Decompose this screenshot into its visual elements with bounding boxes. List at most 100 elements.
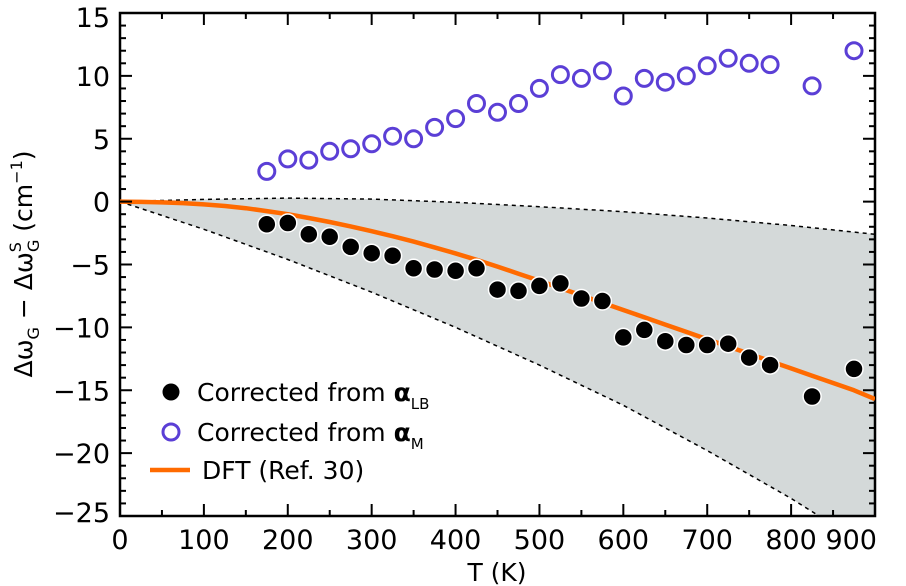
point-m: [278, 149, 298, 169]
y-axis-title: ΔωG − ΔωSG (cm−1): [6, 150, 43, 377]
point-lb: [361, 243, 382, 263]
x-axis-title: T (K): [466, 558, 526, 586]
point-m: [425, 117, 445, 137]
point-lb: [529, 276, 550, 296]
y-title-sup2: S: [6, 242, 25, 252]
y-tick-label: 5: [93, 125, 110, 156]
point-lb: [278, 213, 298, 233]
y-tick-label: 10: [76, 62, 110, 93]
point-m: [655, 72, 675, 92]
x-tick-label: 800: [765, 525, 817, 556]
legend-label-lb: Corrected from αLB: [197, 378, 429, 413]
point-m: [467, 94, 486, 113]
point-m: [341, 139, 361, 159]
point-lb: [403, 258, 424, 279]
point-m: [383, 126, 403, 146]
point-m: [592, 61, 612, 81]
x-tick-label: 400: [430, 525, 482, 556]
points-layer: [257, 41, 864, 407]
y-title-sub1: G: [24, 327, 43, 339]
y-tick-label: 0: [93, 188, 110, 219]
band-fill: [120, 198, 875, 516]
point-m: [404, 129, 424, 149]
point-m: [676, 66, 696, 86]
point-m: [844, 41, 864, 61]
point-lb: [634, 320, 655, 340]
point-lb: [319, 227, 340, 247]
legend-lb-main: Corrected from: [197, 378, 394, 407]
point-m: [362, 134, 382, 154]
y-tick-label: −25: [53, 498, 110, 529]
uncertainty-band: [120, 197, 875, 516]
y-title-delta2: Δω: [9, 252, 38, 290]
y-title-delta1: Δω: [9, 339, 38, 377]
y-tick-label: −15: [53, 376, 110, 407]
legend-m-main: Corrected from: [197, 418, 394, 447]
legend-m-sub: M: [411, 435, 424, 453]
y-tick-label: −5: [70, 251, 110, 282]
y-tick-label: −10: [53, 313, 110, 344]
legend: Corrected from αLB Corrected from αM DFT…: [150, 378, 429, 485]
point-m: [739, 53, 759, 73]
point-lb: [445, 261, 466, 281]
point-m: [571, 68, 591, 88]
legend-lb-sub: LB: [411, 395, 430, 413]
y-tick-label: −20: [53, 439, 110, 470]
y-title-unit-sup: −1: [7, 160, 26, 184]
point-lb: [760, 355, 780, 375]
point-m: [446, 109, 466, 129]
x-tick-label: 200: [262, 525, 314, 556]
point-m: [320, 141, 340, 161]
point-lb: [697, 335, 717, 355]
point-m: [613, 86, 633, 106]
y-title-minus: −: [9, 290, 38, 327]
point-lb: [844, 359, 864, 379]
point-lb: [508, 281, 529, 301]
x-tick-label: 100: [178, 525, 230, 556]
point-m: [509, 94, 528, 113]
point-m: [550, 65, 570, 85]
point-m: [760, 55, 780, 75]
point-m: [718, 48, 738, 68]
point-m: [634, 68, 654, 88]
y-title-unit-open: (cm: [9, 184, 38, 240]
point-lb: [739, 347, 759, 368]
point-m: [299, 150, 319, 170]
y-tick-labels: −25 −20 −15 −10 −5 0 5 10 15: [53, 3, 110, 529]
point-lb: [424, 259, 445, 280]
x-tick-label: 300: [346, 525, 398, 556]
point-lb: [676, 335, 697, 355]
point-m: [529, 78, 549, 98]
point-lb: [466, 258, 487, 279]
point-lb: [550, 273, 571, 294]
point-lb: [655, 331, 676, 351]
point-m: [488, 102, 507, 122]
legend-marker-lb: [162, 383, 180, 401]
point-lb: [340, 237, 361, 257]
band-upper-dashed: [120, 197, 875, 236]
point-lb: [299, 224, 319, 245]
x-tick-label: 0: [111, 525, 128, 556]
y-title-sub2: G: [24, 240, 43, 252]
y-tick-label: 15: [76, 3, 110, 34]
point-lb: [613, 327, 634, 348]
x-tick-label: 900: [825, 525, 877, 556]
x-tick-label: 700: [681, 525, 733, 556]
legend-label-m: Corrected from αM: [197, 418, 424, 453]
point-lb: [257, 214, 277, 235]
legend-m-symbol: α: [394, 418, 411, 447]
point-lb: [802, 386, 822, 407]
point-lb: [382, 245, 403, 266]
x-tick-label: 500: [514, 525, 566, 556]
ticks-layer: [119, 12, 876, 517]
y-title-unit-close: ): [9, 150, 38, 160]
point-lb: [571, 288, 592, 309]
point-lb: [487, 279, 508, 300]
legend-lb-symbol: α: [394, 378, 411, 407]
legend-label-dft: DFT (Ref. 30): [202, 456, 364, 485]
point-m: [257, 161, 277, 181]
x-tick-labels: 0 100 200 300 400 500 600 700 800 900: [111, 525, 877, 556]
point-m: [802, 76, 822, 96]
x-tick-label: 600: [598, 525, 650, 556]
